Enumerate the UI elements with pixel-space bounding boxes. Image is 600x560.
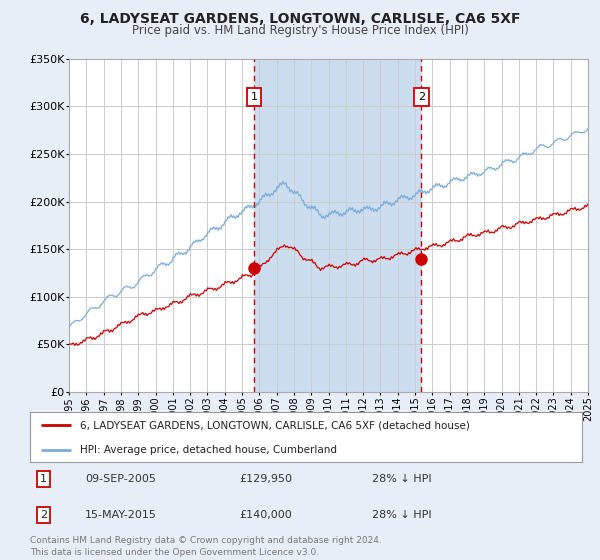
- Text: 6, LADYSEAT GARDENS, LONGTOWN, CARLISLE, CA6 5XF: 6, LADYSEAT GARDENS, LONGTOWN, CARLISLE,…: [80, 12, 520, 26]
- Text: 2: 2: [418, 92, 425, 102]
- Text: 28% ↓ HPI: 28% ↓ HPI: [372, 510, 432, 520]
- Text: £129,950: £129,950: [240, 474, 293, 484]
- Text: 09-SEP-2005: 09-SEP-2005: [85, 474, 156, 484]
- Text: 28% ↓ HPI: 28% ↓ HPI: [372, 474, 432, 484]
- Text: 6, LADYSEAT GARDENS, LONGTOWN, CARLISLE, CA6 5XF (detached house): 6, LADYSEAT GARDENS, LONGTOWN, CARLISLE,…: [80, 420, 470, 430]
- Text: £140,000: £140,000: [240, 510, 293, 520]
- Text: Contains HM Land Registry data © Crown copyright and database right 2024.
This d: Contains HM Land Registry data © Crown c…: [30, 536, 382, 557]
- Text: 1: 1: [40, 474, 47, 484]
- Text: Price paid vs. HM Land Registry's House Price Index (HPI): Price paid vs. HM Land Registry's House …: [131, 24, 469, 37]
- Text: 2: 2: [40, 510, 47, 520]
- Text: 15-MAY-2015: 15-MAY-2015: [85, 510, 157, 520]
- Text: 1: 1: [250, 92, 257, 102]
- Bar: [254, 59, 421, 392]
- Text: HPI: Average price, detached house, Cumberland: HPI: Average price, detached house, Cumb…: [80, 445, 337, 455]
